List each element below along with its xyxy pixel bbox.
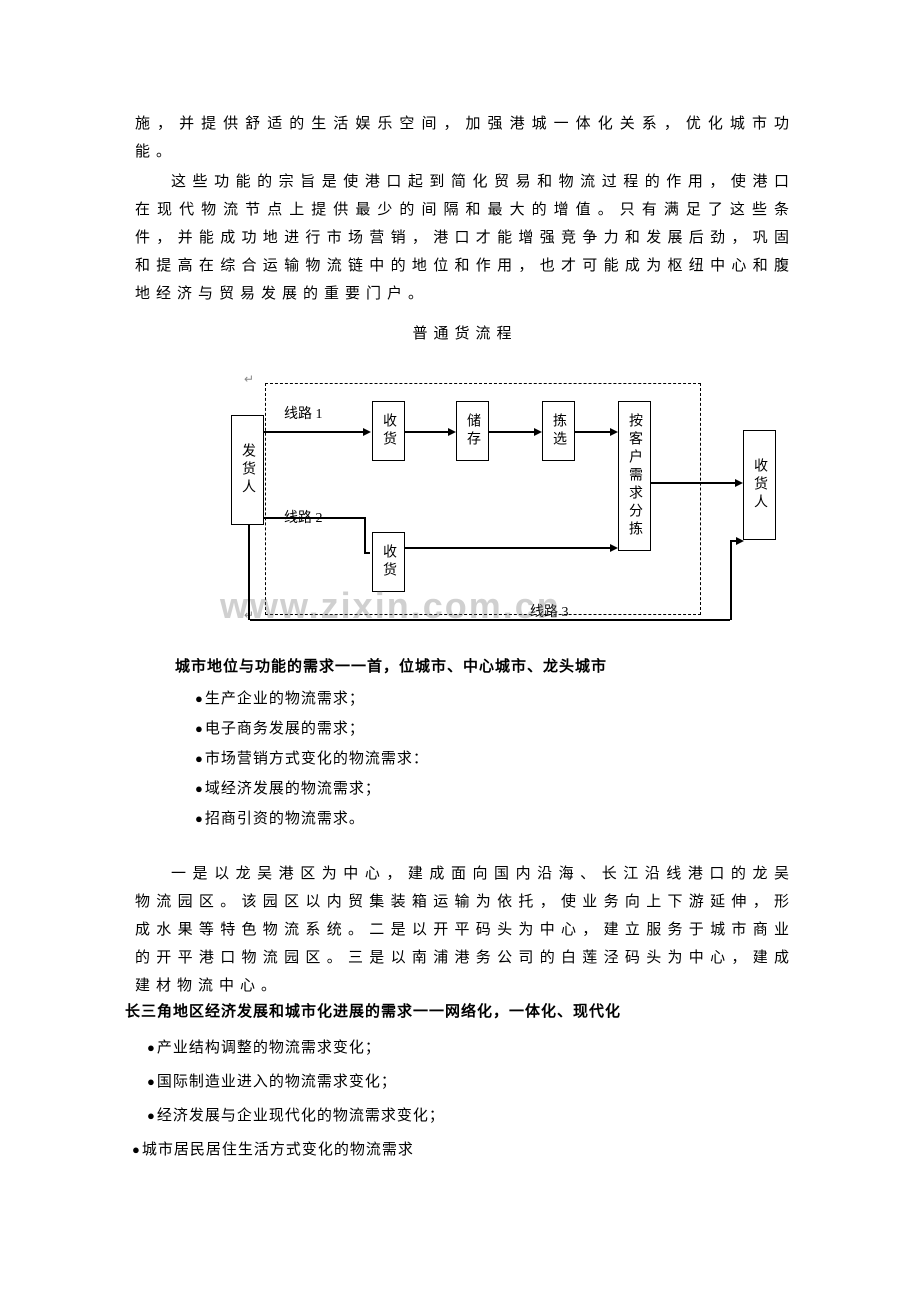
arrow bbox=[405, 547, 611, 549]
arrow bbox=[575, 431, 611, 433]
arrow bbox=[730, 540, 732, 620]
arrow-head bbox=[610, 544, 618, 552]
arrow-head bbox=[735, 479, 743, 487]
flow-diagram: ↵ ↵ 发货人 收货人 收货 储存 拣选 按客户需求分拣 收货 线路 1 线路 … bbox=[135, 357, 795, 647]
box-sender: 发货人 bbox=[231, 415, 264, 525]
arrow-head bbox=[610, 428, 618, 436]
paragraph-3: 一是以龙吴港区为中心，建成面向国内沿海、长江沿线港口的龙吴物流园区。该园区以内贸… bbox=[135, 860, 795, 1000]
bullet-list-2: 产业结构调整的物流需求变化； 国际制造业进入的物流需求变化； 经济发展与企业现代… bbox=[135, 1031, 795, 1167]
list-item: 域经济发展的物流需求； bbox=[195, 774, 795, 804]
arrow-head bbox=[736, 537, 744, 545]
paragraph-1: 施，并提供舒适的生活娱乐空间，加强港城一体化关系，优化城市功能。 bbox=[135, 110, 795, 166]
list-item: 电子商务发展的需求； bbox=[195, 714, 795, 744]
box-pick: 拣选 bbox=[542, 401, 575, 461]
box-receiver: 收货人 bbox=[743, 430, 776, 540]
paragraph-2: 这些功能的宗旨是使港口起到简化贸易和物流过程的作用，使港口在现代物流节点上提供最… bbox=[135, 168, 795, 308]
box-recv2: 收货 bbox=[372, 532, 405, 592]
watermark: www.zixin.com.cn bbox=[220, 585, 561, 627]
list-item: 产业结构调整的物流需求变化； bbox=[147, 1031, 795, 1065]
box-sort: 按客户需求分拣 bbox=[618, 401, 651, 551]
arrow bbox=[364, 552, 370, 554]
arrow-head bbox=[534, 428, 542, 436]
arrow-head bbox=[448, 428, 456, 436]
list-item: 经济发展与企业现代化的物流需求变化； bbox=[147, 1099, 795, 1133]
arrow bbox=[405, 431, 449, 433]
arrow bbox=[264, 517, 364, 519]
arrow-head bbox=[363, 428, 371, 436]
box-recv: 收货 bbox=[372, 401, 405, 461]
list-item: 城市居民居住生活方式变化的物流需求 bbox=[132, 1133, 795, 1167]
list-item: 生产企业的物流需求； bbox=[195, 684, 795, 714]
diagram-title: 普通货流程 bbox=[135, 322, 795, 343]
arrow bbox=[489, 431, 535, 433]
list-item: 招商引资的物流需求。 bbox=[195, 804, 795, 834]
section-heading-1: 城市地位与功能的需求一一首，位城市、中心城市、龙头城市 bbox=[175, 655, 795, 676]
label-route1: 线路 1 bbox=[284, 403, 323, 423]
arrow bbox=[651, 482, 736, 484]
bullet-list-1: 生产企业的物流需求； 电子商务发展的需求； 市场营销方式变化的物流需求： 域经济… bbox=[195, 684, 795, 834]
return-mark: ↵ bbox=[244, 372, 254, 387]
box-storage: 储存 bbox=[456, 401, 489, 461]
list-item: 市场营销方式变化的物流需求： bbox=[195, 744, 795, 774]
section-heading-2: 长三角地区经济发展和城市化进展的需求一一网络化，一体化、现代化 bbox=[125, 1000, 795, 1021]
arrow bbox=[364, 517, 366, 552]
arrow bbox=[264, 431, 364, 433]
list-item: 国际制造业进入的物流需求变化； bbox=[147, 1065, 795, 1099]
